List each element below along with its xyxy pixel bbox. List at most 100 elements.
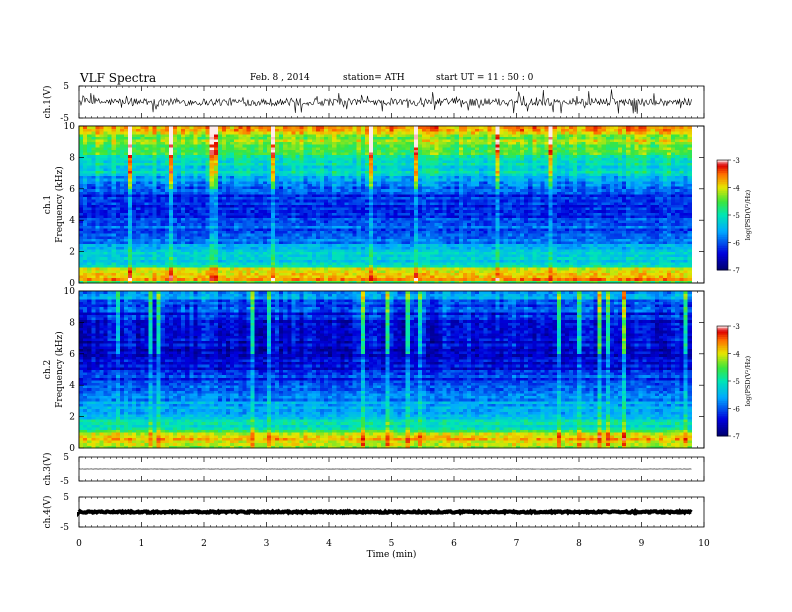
spectrogram-cell (589, 249, 593, 252)
spectrogram-cell (214, 270, 218, 273)
spectrogram-cell (594, 215, 598, 218)
spectrogram-cell (210, 228, 214, 231)
spectrogram-cell (189, 228, 193, 231)
spectrogram-cell (630, 228, 634, 231)
spectrogram-cell (512, 262, 516, 265)
spectrogram-cell (206, 278, 210, 281)
spectrogram-cell (663, 228, 667, 231)
spectrogram-cell (353, 254, 357, 257)
spectrogram-cell (553, 278, 557, 281)
spectrogram-cell (467, 244, 471, 247)
spectrogram-cell (202, 262, 206, 265)
spectrogram-cell (353, 205, 357, 208)
spectrogram-cell (622, 252, 626, 255)
spectrogram-cell (561, 244, 565, 247)
spectrogram-cell (389, 239, 393, 242)
spectrogram-cell (185, 267, 189, 270)
spectrogram-cell (193, 262, 197, 265)
spectrogram-cell (451, 239, 455, 242)
spectrogram-cell (242, 246, 246, 249)
spectrogram-cell (128, 220, 132, 223)
spectrogram-cell (287, 265, 291, 268)
spectrogram-cell (128, 265, 132, 268)
spectrogram-cell (197, 236, 201, 239)
spectrogram-cell (91, 231, 95, 234)
spectrogram-cell (573, 212, 577, 215)
spectrogram-cell (79, 239, 83, 242)
spectrogram-cell (651, 236, 655, 239)
spectrogram-cell (532, 220, 536, 223)
spectrogram-cell (573, 254, 577, 257)
spectrogram-cell (418, 223, 422, 226)
spectrogram-cell (536, 265, 540, 268)
spectrogram-cell (300, 207, 304, 210)
spectrogram-cell (344, 218, 348, 221)
spectrogram-cell (377, 215, 381, 218)
spectrogram-cell (91, 275, 95, 278)
spectrogram-cell (340, 257, 344, 260)
spectrogram-cell (459, 249, 463, 252)
spectrogram-cell (373, 265, 377, 268)
spectrogram-cell (226, 259, 230, 262)
spectrogram-cell (610, 270, 614, 273)
spectrogram-cell (491, 231, 495, 234)
spectrogram-cell (630, 207, 634, 210)
spectrogram-cell (308, 207, 312, 210)
spectrogram-cell (589, 273, 593, 276)
spectrogram-cell (361, 220, 365, 223)
spectrogram-cell (193, 254, 197, 257)
spectrogram-cell (561, 218, 565, 221)
spectrogram-cell (316, 275, 320, 278)
spectrogram-cell (251, 257, 255, 260)
spectrogram-cell (585, 257, 589, 260)
spectrogram-cell (91, 210, 95, 213)
spectrogram-cell (259, 205, 263, 208)
spectrogram-cell (157, 262, 161, 265)
spectrogram-cell (271, 254, 275, 257)
spectrogram-cell (573, 205, 577, 208)
spectrogram-cell (177, 249, 181, 252)
spectrogram-cell (504, 265, 508, 268)
spectrogram-cell (651, 218, 655, 221)
spectrogram-cell (540, 236, 544, 239)
spectrogram-cell (675, 265, 679, 268)
spectrogram-cell (246, 233, 250, 236)
spectrogram-cell (418, 236, 422, 239)
spectrogram-cell (361, 236, 365, 239)
spectrogram-cell (573, 249, 577, 252)
spectrogram-cell (332, 212, 336, 215)
spectrogram-cell (361, 249, 365, 252)
spectrogram-cell (638, 220, 642, 223)
spectrogram-cell (565, 223, 569, 226)
spectrogram-cell (459, 212, 463, 215)
spectrogram-cell (679, 218, 683, 221)
spectrogram-cell (553, 273, 557, 276)
spectrogram-cell (169, 228, 173, 231)
spectrogram-cell (140, 212, 144, 215)
spectrogram-cell (197, 252, 201, 255)
spectrogram-cell (124, 233, 128, 236)
spectrogram-cell (451, 241, 455, 244)
spectrogram-cell (647, 218, 651, 221)
spectrogram-cell (263, 267, 267, 270)
spectrogram-cell (496, 220, 500, 223)
spectrogram-cell (508, 207, 512, 210)
spectrogram-cell (226, 267, 230, 270)
spectrogram-cell (222, 225, 226, 228)
spectrogram-cell (308, 236, 312, 239)
spectrogram-cell (475, 207, 479, 210)
spectrogram-cell (483, 249, 487, 252)
spectrogram-cell (340, 273, 344, 276)
spectrogram-cell (414, 278, 418, 281)
spectrogram-cell (487, 207, 491, 210)
spectrogram-cell (610, 278, 614, 281)
spectrogram-cell (377, 259, 381, 262)
spectrogram-cell (83, 202, 87, 205)
spectrogram-cell (275, 231, 279, 234)
spectrogram-cell (132, 239, 136, 242)
spectrogram-cell (520, 275, 524, 278)
spectrogram-cell (238, 275, 242, 278)
spectrogram-cell (79, 252, 83, 255)
spectrogram-cell (557, 233, 561, 236)
spectrogram-cell (169, 202, 173, 205)
